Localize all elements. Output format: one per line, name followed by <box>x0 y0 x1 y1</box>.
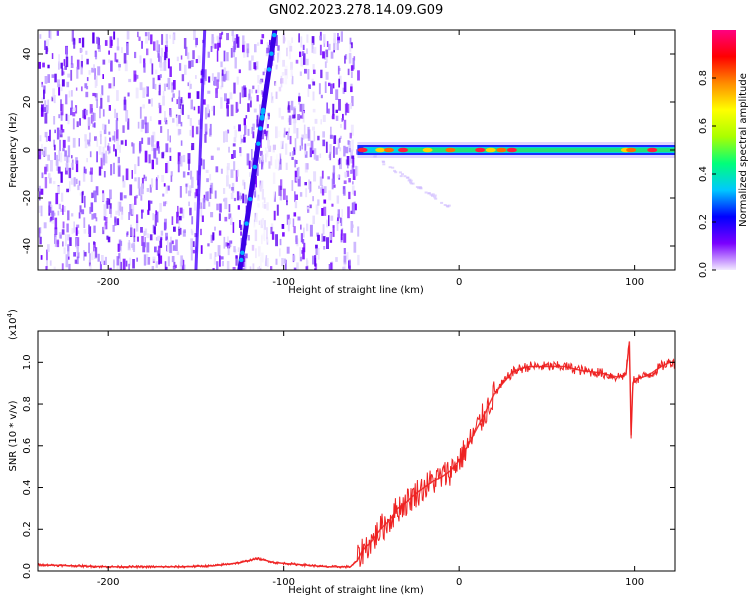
y-tick-label: -40 <box>22 238 33 254</box>
y-tick-label: 0.8 <box>22 396 33 412</box>
x-tick-label: 0 <box>456 277 462 288</box>
snr-frame <box>37 330 676 572</box>
spectrogram-hotspot <box>398 147 408 153</box>
spectrogram-hotspot <box>626 147 637 153</box>
spectrogram-clear-band <box>247 30 299 270</box>
x-tick-label: -100 <box>272 577 295 588</box>
spectrogram-track-dot <box>256 141 261 146</box>
y-tick-label: 0.2 <box>22 521 33 537</box>
y-tick-label: 20 <box>22 96 33 109</box>
colorbar-tick-label: 0.2 <box>698 214 709 230</box>
colorbar-tick-label: 0.6 <box>698 118 709 134</box>
x-tick-label: 100 <box>625 577 644 588</box>
spectrogram-hotspot <box>485 147 496 153</box>
snr-scale-label: (x104) <box>6 309 19 340</box>
spectrogram-track-dot <box>272 32 277 38</box>
snr-xlabel: Height of straight line (km) <box>288 585 424 596</box>
spectrogram-side-track <box>194 30 207 270</box>
spectrogram-track-dot <box>261 107 266 113</box>
y-tick-label: 0 <box>22 147 33 153</box>
spectrogram-track-dot <box>260 114 265 119</box>
colorbar-tick-label: 0.8 <box>698 70 709 86</box>
spectrogram-content <box>38 30 675 270</box>
y-tick-label: 1.0 <box>22 354 33 370</box>
spectrogram-track-dot <box>269 51 274 56</box>
colorbar-tick-label: 0.0 <box>698 262 709 278</box>
spectrogram-hotspot <box>375 147 386 153</box>
colorbar-ticks: 0.0 0.2 0.4 0.6 0.8 <box>698 70 716 278</box>
colorbar-label: Normalized spectral amplitude <box>738 73 749 227</box>
spectrogram-hotspot <box>647 147 658 153</box>
snr-content <box>38 341 675 570</box>
y-tick-label: 0.6 <box>22 438 33 454</box>
spectrogram-hotspot <box>506 147 517 153</box>
spectrogram-hotspot <box>445 147 456 153</box>
x-tick-label: 100 <box>625 277 644 288</box>
x-tick-label: -200 <box>97 577 120 588</box>
snr-panel: -200 -100 0 100 0.0 0.2 0.4 0.6 0.8 1.0 Height of… <box>6 309 676 596</box>
x-tick-label: -200 <box>97 277 120 288</box>
spectrogram-track-dot <box>240 250 245 255</box>
y-tick-label: 0.4 <box>22 480 33 496</box>
snr-series-trend <box>38 341 675 568</box>
chart-title: GN02.2023.278.14.09.G09 <box>269 3 444 18</box>
x-tick-label: -100 <box>272 277 295 288</box>
spectrogram-hotspot <box>475 147 486 153</box>
colorbar-gradient <box>712 30 736 270</box>
snr-ylabel: SNR (10 * v/v) <box>8 400 19 471</box>
spectrogram-track-dot <box>252 164 258 170</box>
colorbar-tick-label: 0.4 <box>698 166 709 182</box>
colorbar: 0.0 0.2 0.4 0.6 0.8 Normalized spectral ampl… <box>698 30 749 278</box>
snr-ticks: -200 -100 0 100 0.0 0.2 0.4 0.6 0.8 1.0 <box>22 331 675 588</box>
spectrogram-track-dot <box>239 257 244 263</box>
spectrogram-tail <box>373 155 451 208</box>
spectrogram-ylabel: Frequency (Hz) <box>8 112 19 188</box>
y-tick-label: -20 <box>22 190 33 206</box>
spectrogram-hotspot <box>496 147 507 153</box>
x-tick-label: 0 <box>456 577 462 588</box>
spectrogram-hotspot <box>422 147 433 153</box>
y-tick-label: 0.0 <box>22 563 33 579</box>
y-tick-label: 40 <box>22 48 33 61</box>
spectrogram-track-dot <box>244 221 249 226</box>
spectrogram-hotspot <box>384 147 394 153</box>
spectrogram-track-dot <box>266 67 272 72</box>
spectrogram-hotspot <box>357 147 368 153</box>
spectrogram-track-dot <box>248 196 253 202</box>
snr-background <box>38 331 675 571</box>
spectrogram-xlabel: Height of straight line (km) <box>288 285 424 296</box>
spectrogram-track-dot <box>258 126 263 131</box>
